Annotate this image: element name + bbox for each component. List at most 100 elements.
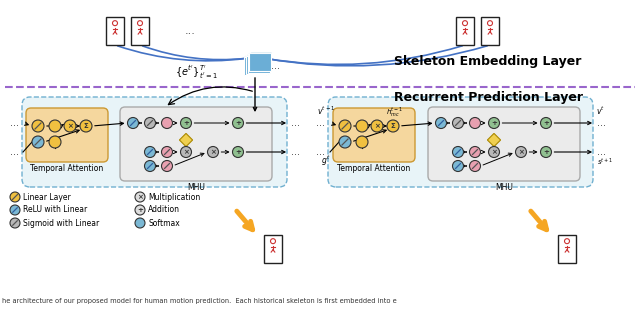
Text: ...: ... <box>271 61 280 71</box>
Circle shape <box>80 120 92 132</box>
Circle shape <box>10 218 20 228</box>
Circle shape <box>10 192 20 202</box>
Circle shape <box>161 160 173 171</box>
Circle shape <box>49 120 61 132</box>
Circle shape <box>488 117 499 129</box>
Bar <box>250 53 271 71</box>
Circle shape <box>541 117 552 129</box>
Circle shape <box>470 146 481 158</box>
Circle shape <box>145 160 156 171</box>
Text: ...: ... <box>596 147 605 157</box>
Circle shape <box>470 117 481 129</box>
Text: Multiplication: Multiplication <box>148 193 200 201</box>
Text: ×: × <box>67 123 73 129</box>
Text: ...: ... <box>10 147 19 157</box>
Circle shape <box>127 117 138 129</box>
Circle shape <box>135 218 145 228</box>
Bar <box>558 235 576 263</box>
Text: +: + <box>491 120 497 126</box>
Polygon shape <box>179 133 193 146</box>
Circle shape <box>64 120 76 132</box>
Text: he architecture of our proposed model for human motion prediction.  Each histori: he architecture of our proposed model fo… <box>2 298 397 304</box>
Text: ...: ... <box>316 118 324 128</box>
Text: Softmax: Softmax <box>148 218 180 227</box>
Text: ReLU with Linear: ReLU with Linear <box>23 205 87 214</box>
Circle shape <box>145 117 156 129</box>
Text: +: + <box>183 120 189 126</box>
Polygon shape <box>246 55 269 56</box>
Circle shape <box>32 136 44 148</box>
Circle shape <box>356 120 368 132</box>
Circle shape <box>161 146 173 158</box>
FancyBboxPatch shape <box>333 108 415 162</box>
Text: +: + <box>137 207 143 213</box>
Bar <box>246 56 268 74</box>
Text: $\{e^{t'}\}_{t'=1}^{T'}$: $\{e^{t'}\}_{t'=1}^{T'}$ <box>175 63 218 81</box>
Text: Recurrent Prediction Layer: Recurrent Prediction Layer <box>394 91 582 104</box>
Circle shape <box>452 160 463 171</box>
Text: Temporal Attention: Temporal Attention <box>337 163 411 172</box>
Polygon shape <box>244 56 268 57</box>
Text: ...: ... <box>596 118 605 128</box>
Bar <box>264 235 282 263</box>
Polygon shape <box>248 53 271 55</box>
Text: Σ: Σ <box>390 123 396 129</box>
Text: ...: ... <box>10 118 19 128</box>
Text: $s^{t+1}$: $s^{t+1}$ <box>596 155 613 167</box>
Circle shape <box>371 120 383 132</box>
Text: Addition: Addition <box>148 205 180 214</box>
Text: $h^{t-1}_{mc}$: $h^{t-1}_{mc}$ <box>387 104 404 117</box>
Circle shape <box>387 120 399 132</box>
Text: ...: ... <box>316 147 324 157</box>
Text: ×: × <box>183 149 189 155</box>
Circle shape <box>32 120 44 132</box>
Text: Σ: Σ <box>84 123 88 129</box>
Bar <box>481 17 499 45</box>
FancyBboxPatch shape <box>26 108 108 162</box>
FancyBboxPatch shape <box>120 107 272 181</box>
Circle shape <box>515 146 527 158</box>
Polygon shape <box>488 133 500 146</box>
Circle shape <box>49 136 61 148</box>
Circle shape <box>207 146 218 158</box>
Text: +: + <box>543 149 549 155</box>
Circle shape <box>180 146 191 158</box>
Bar <box>456 17 474 45</box>
Bar <box>248 55 269 73</box>
Circle shape <box>356 136 368 148</box>
Circle shape <box>541 146 552 158</box>
Text: ×: × <box>518 149 524 155</box>
Circle shape <box>135 205 145 215</box>
Circle shape <box>232 146 243 158</box>
Text: Temporal Attention: Temporal Attention <box>30 163 104 172</box>
Bar <box>244 57 266 75</box>
Text: ...: ... <box>291 118 300 128</box>
FancyBboxPatch shape <box>328 97 593 187</box>
Text: Sigmoid with Linear: Sigmoid with Linear <box>23 218 99 227</box>
Text: $g^t$: $g^t$ <box>321 154 331 168</box>
Bar <box>131 17 149 45</box>
Circle shape <box>452 146 463 158</box>
Text: ×: × <box>137 194 143 200</box>
Circle shape <box>452 117 463 129</box>
Circle shape <box>161 117 173 129</box>
Text: +: + <box>235 120 241 126</box>
Text: +: + <box>543 120 549 126</box>
Circle shape <box>232 117 243 129</box>
Text: ×: × <box>374 123 380 129</box>
Circle shape <box>145 146 156 158</box>
Circle shape <box>339 120 351 132</box>
Circle shape <box>435 117 447 129</box>
Text: MHU: MHU <box>495 183 513 192</box>
FancyBboxPatch shape <box>22 97 287 187</box>
Circle shape <box>339 136 351 148</box>
Circle shape <box>470 160 481 171</box>
Circle shape <box>180 117 191 129</box>
Text: Skeleton Embedding Layer: Skeleton Embedding Layer <box>394 54 582 67</box>
Circle shape <box>135 192 145 202</box>
Text: ...: ... <box>184 26 195 36</box>
FancyBboxPatch shape <box>428 107 580 181</box>
Circle shape <box>488 146 499 158</box>
Text: ...: ... <box>291 147 300 157</box>
Text: +: + <box>235 149 241 155</box>
